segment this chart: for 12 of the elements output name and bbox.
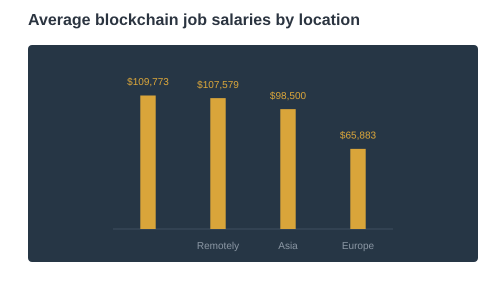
- x-tick-label: Asia: [278, 240, 298, 252]
- data-label: $98,500: [270, 90, 307, 102]
- data-label: $65,883: [340, 130, 377, 142]
- data-label: $107,579: [197, 80, 240, 91]
- x-tick-label: Europe: [342, 240, 375, 252]
- bar: [280, 109, 296, 229]
- bar: [350, 148, 366, 229]
- chart-title: Average blockchain job salaries by location: [28, 12, 360, 30]
- bar: [140, 95, 156, 229]
- data-label: $109,773: [127, 77, 170, 88]
- bar: [210, 98, 226, 229]
- x-tick-label: Remotely: [196, 240, 240, 252]
